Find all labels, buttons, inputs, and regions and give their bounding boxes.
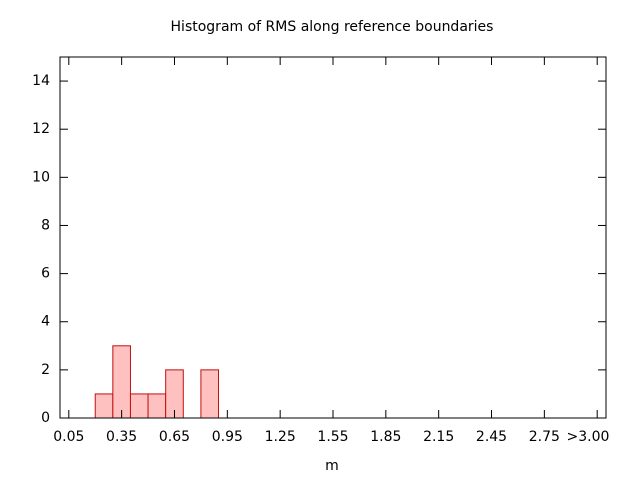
y-tick-label: 0 (41, 410, 50, 426)
x-tick-label: 1.25 (265, 429, 296, 445)
x-tick-label: 2.45 (476, 429, 507, 445)
y-tick-label: 8 (41, 217, 50, 233)
bar (200, 369, 220, 419)
bar (112, 345, 131, 419)
x-tick-label: 0.35 (106, 429, 137, 445)
x-tick-label: >3.00 (567, 429, 610, 445)
bar (94, 393, 114, 419)
plot-frame (59, 56, 607, 419)
y-tick-label: 2 (41, 362, 50, 378)
x-axis-label: m (325, 458, 339, 474)
bar (147, 393, 167, 419)
y-tick-label: 4 (41, 314, 50, 330)
chart-title: Histogram of RMS along reference boundar… (171, 19, 494, 35)
x-tick-label: 1.85 (370, 429, 401, 445)
y-tick-label: 6 (41, 266, 50, 282)
x-tick-label: 2.75 (529, 429, 560, 445)
x-tick-label: 0.05 (53, 429, 84, 445)
y-tick-label: 10 (32, 169, 50, 185)
x-tick-label: 1.55 (317, 429, 348, 445)
y-tick-label: 14 (32, 73, 50, 89)
bar (129, 393, 149, 419)
x-tick-label: 0.65 (159, 429, 190, 445)
x-tick-label: 2.15 (423, 429, 454, 445)
x-tick-label: 0.95 (212, 429, 243, 445)
y-tick-label: 12 (32, 121, 50, 137)
